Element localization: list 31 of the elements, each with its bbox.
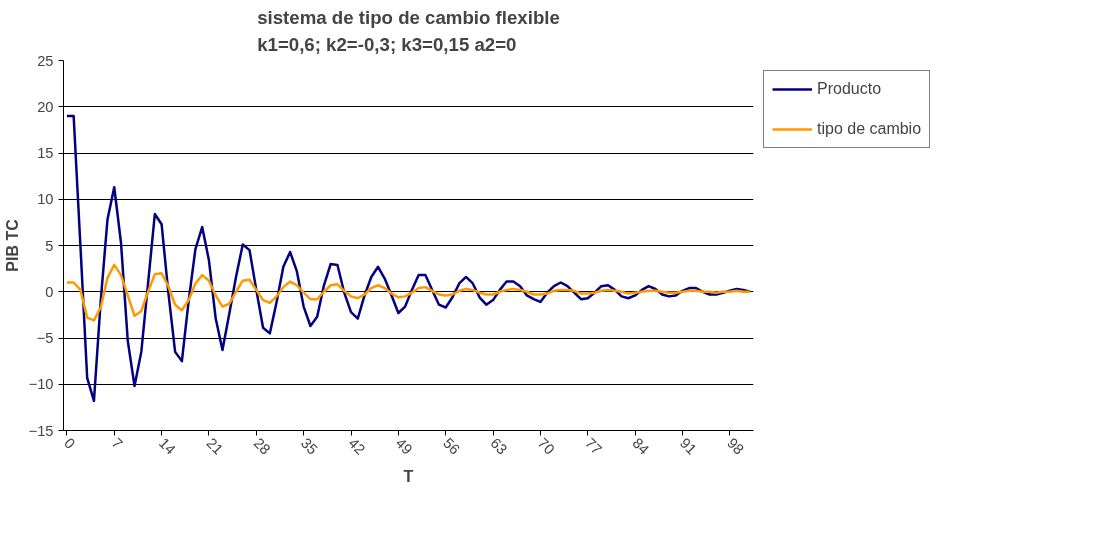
y-tick-label: −10 bbox=[28, 376, 54, 393]
y-tick-label: 0 bbox=[45, 283, 54, 300]
y-tick-label: 10 bbox=[37, 191, 54, 208]
x-tick-label: 70 bbox=[534, 434, 558, 458]
x-tick-label: 7 bbox=[108, 434, 126, 452]
chart-title: sistema de tipo de cambio flexible k1=0,6; k2=-0,3; k3=0,15 a2=0 bbox=[257, 7, 560, 56]
x-tick-label: 0 bbox=[61, 434, 79, 452]
legend-label: tipo de cambio bbox=[817, 120, 922, 138]
y-tick-label: −5 bbox=[36, 330, 54, 346]
y-tick-label: 5 bbox=[45, 237, 54, 254]
x-tick-label: 84 bbox=[629, 434, 653, 458]
x-tick-label: 28 bbox=[250, 434, 274, 458]
legend-label: Producto bbox=[817, 80, 882, 98]
line-series bbox=[65, 114, 752, 403]
y-tick-label: 25 bbox=[37, 52, 54, 69]
y-tick-label: −15 bbox=[28, 422, 54, 439]
x-tick-label: 56 bbox=[440, 434, 463, 458]
x-axis-title: T bbox=[403, 467, 414, 485]
y-axis-title: PIB TC bbox=[3, 218, 21, 272]
x-tick-label: 35 bbox=[297, 434, 321, 458]
x-tick-label: 77 bbox=[582, 434, 605, 458]
x-tick-label: 14 bbox=[155, 434, 179, 458]
line-series bbox=[65, 263, 752, 322]
y-tick-label: 15 bbox=[37, 145, 54, 161]
x-tick-label: 98 bbox=[724, 434, 748, 458]
x-tick-label: 49 bbox=[392, 434, 416, 458]
x-tick-label: 91 bbox=[676, 434, 700, 458]
x-tick-label: 21 bbox=[203, 434, 227, 458]
y-tick-label: 20 bbox=[37, 98, 54, 115]
x-tick-label: 42 bbox=[345, 434, 369, 458]
x-tick-label: 63 bbox=[487, 434, 511, 458]
